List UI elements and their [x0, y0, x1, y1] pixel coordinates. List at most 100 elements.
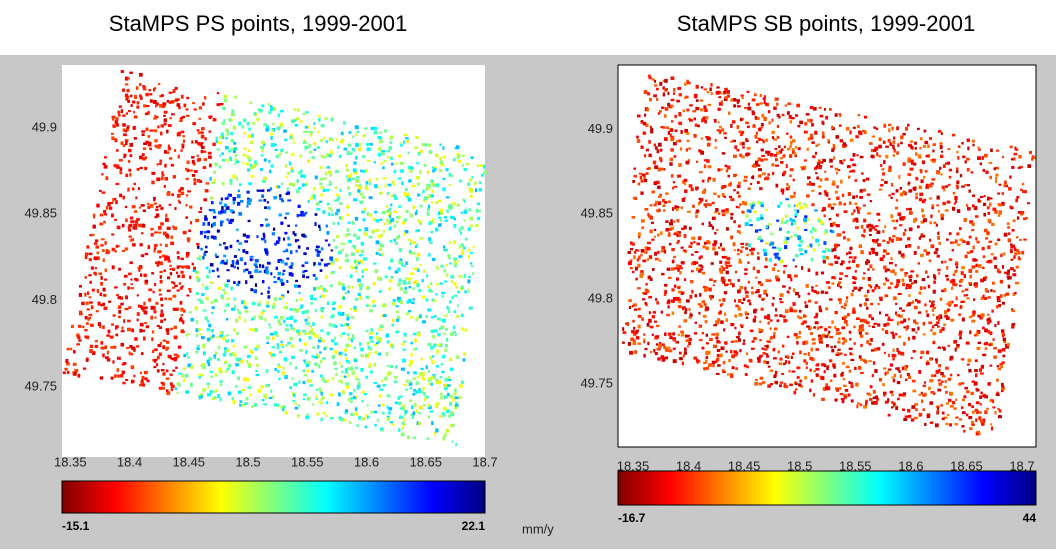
- texture-dot: [353, 234, 356, 237]
- texture-dot: [689, 119, 693, 122]
- texture-dot: [372, 300, 374, 304]
- texture-dot: [893, 379, 895, 383]
- texture-dot: [161, 369, 165, 371]
- texture-dot: [280, 222, 283, 225]
- texture-dot: [684, 182, 686, 186]
- texture-dot: [647, 92, 650, 95]
- texture-dot: [391, 423, 395, 425]
- texture-dot: [429, 356, 432, 360]
- texture-dot: [387, 394, 391, 397]
- texture-dot: [898, 175, 900, 179]
- texture-dot: [390, 212, 392, 215]
- texture-dot: [783, 315, 786, 318]
- texture-dot: [415, 229, 417, 232]
- texture-dot: [1008, 276, 1012, 279]
- texture-dot: [749, 224, 752, 226]
- texture-dot: [375, 424, 377, 427]
- texture-dot: [326, 140, 328, 143]
- texture-dot: [460, 255, 463, 257]
- texture-dot: [390, 240, 393, 243]
- texture-dot: [902, 283, 905, 286]
- texture-dot: [854, 367, 857, 370]
- texture-dot: [303, 393, 307, 396]
- texture-dot: [400, 287, 404, 290]
- texture-dot: [664, 79, 667, 83]
- texture-dot: [954, 284, 957, 287]
- texture-dot: [761, 126, 764, 128]
- texture-dot: [330, 174, 333, 177]
- texture-dot: [727, 95, 730, 98]
- texture-dot: [279, 214, 282, 217]
- texture-dot: [315, 176, 318, 180]
- texture-dot: [134, 337, 137, 341]
- texture-dot: [257, 119, 259, 122]
- texture-dot: [871, 149, 874, 152]
- texture-dot: [269, 170, 271, 174]
- texture-dot: [161, 304, 164, 307]
- texture-dot: [379, 132, 382, 134]
- texture-dot: [888, 369, 891, 371]
- texture-dot: [730, 198, 734, 201]
- texture-dot: [376, 178, 378, 180]
- texture-dot: [732, 366, 735, 369]
- texture-dot: [383, 314, 387, 317]
- texture-dot: [435, 429, 438, 433]
- texture-dot: [888, 414, 891, 417]
- texture-dot: [915, 193, 917, 196]
- texture-dot: [722, 248, 725, 251]
- texture-dot: [965, 289, 969, 291]
- texture-dot: [283, 270, 286, 272]
- texture-dot: [730, 98, 733, 101]
- texture-dot: [627, 322, 629, 326]
- texture-dot: [775, 165, 779, 167]
- texture-dot: [704, 88, 708, 90]
- texture-dot: [129, 345, 132, 348]
- texture-dot: [154, 129, 158, 132]
- texture-dot: [688, 342, 691, 346]
- texture-dot: [259, 109, 263, 113]
- texture-dot: [838, 298, 842, 301]
- texture-dot: [661, 311, 663, 314]
- texture-dot: [1022, 183, 1024, 185]
- texture-dot: [429, 242, 433, 244]
- texture-dot: [167, 227, 171, 230]
- texture-dot: [671, 248, 675, 251]
- texture-dot: [790, 168, 794, 171]
- texture-dot: [118, 305, 122, 309]
- texture-dot: [636, 330, 639, 333]
- texture-dot: [89, 296, 92, 298]
- texture-dot: [238, 212, 242, 216]
- texture-dot: [179, 282, 181, 285]
- texture-dot: [291, 356, 295, 359]
- texture-dot: [826, 281, 830, 284]
- texture-dot: [632, 180, 635, 183]
- texture-dot: [307, 131, 311, 133]
- texture-dot: [244, 240, 248, 242]
- texture-dot: [287, 291, 289, 294]
- x-tick-label: 18.65: [409, 454, 442, 469]
- texture-dot: [369, 309, 373, 312]
- texture-dot: [152, 308, 155, 310]
- texture-dot: [122, 196, 125, 200]
- texture-dot: [167, 332, 170, 335]
- texture-dot: [933, 341, 936, 344]
- texture-dot: [403, 341, 406, 343]
- texture-dot: [867, 268, 869, 270]
- texture-dot: [422, 296, 426, 299]
- texture-dot: [860, 335, 863, 338]
- texture-dot: [129, 352, 131, 355]
- texture-dot: [821, 272, 824, 275]
- texture-dot: [456, 355, 459, 358]
- texture-dot: [839, 301, 841, 304]
- texture-dot: [211, 376, 214, 378]
- texture-dot: [356, 424, 359, 426]
- texture-dot: [993, 257, 996, 260]
- texture-dot: [638, 315, 642, 318]
- texture-dot: [215, 373, 217, 375]
- texture-dot: [761, 114, 764, 118]
- texture-dot: [204, 96, 206, 99]
- texture-dot: [863, 179, 866, 182]
- texture-dot: [879, 378, 882, 381]
- texture-dot: [312, 322, 314, 326]
- texture-dot: [186, 178, 189, 180]
